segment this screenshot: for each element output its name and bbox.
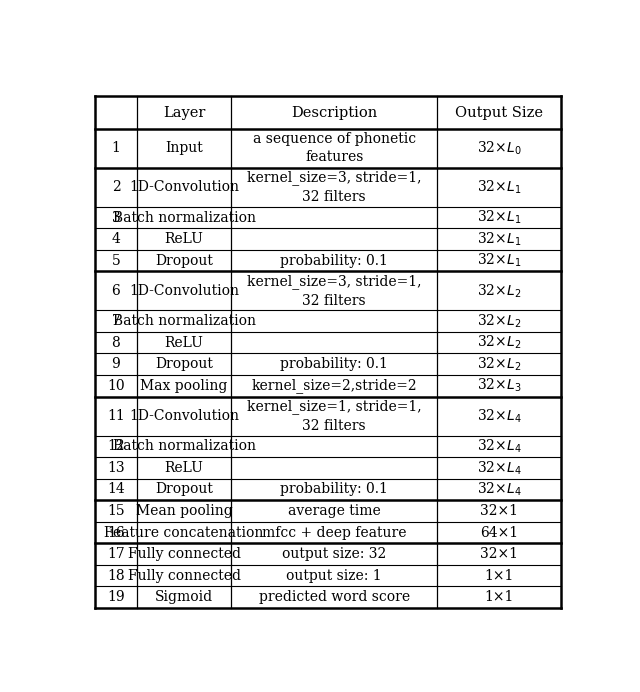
Text: Batch normalization: Batch normalization — [113, 439, 255, 453]
Text: 13: 13 — [107, 461, 125, 475]
Text: kernel_size=3, stride=1,
32 filters: kernel_size=3, stride=1, 32 filters — [247, 274, 422, 307]
Text: 32×1: 32×1 — [480, 547, 518, 561]
Text: Output Size: Output Size — [455, 105, 543, 120]
Text: 1×1: 1×1 — [484, 590, 514, 604]
Text: Dropout: Dropout — [156, 357, 213, 371]
Text: Fully connected: Fully connected — [127, 547, 241, 561]
Text: 7: 7 — [111, 314, 120, 328]
Text: 32×1: 32×1 — [480, 504, 518, 518]
Text: 12: 12 — [107, 439, 125, 453]
Text: 32×$\mathit{L}_1$: 32×$\mathit{L}_1$ — [477, 179, 521, 196]
Text: 32×$\mathit{L}_4$: 32×$\mathit{L}_4$ — [477, 459, 522, 477]
Text: a sequence of phonetic
features: a sequence of phonetic features — [253, 132, 416, 165]
Text: kernel_size=1, stride=1,
32 filters: kernel_size=1, stride=1, 32 filters — [247, 399, 422, 432]
Text: Fully connected: Fully connected — [127, 569, 241, 583]
Text: 19: 19 — [107, 590, 125, 604]
Text: 6: 6 — [111, 284, 120, 298]
Text: 32×$\mathit{L}_2$: 32×$\mathit{L}_2$ — [477, 334, 521, 352]
Text: 1D-Convolution: 1D-Convolution — [129, 409, 239, 423]
Text: Input: Input — [165, 141, 203, 155]
Text: ReLU: ReLU — [164, 232, 204, 246]
Text: 1×1: 1×1 — [484, 569, 514, 583]
Text: predicted word score: predicted word score — [259, 590, 410, 604]
Text: kernel_size=3, stride=1,
32 filters: kernel_size=3, stride=1, 32 filters — [247, 171, 422, 204]
Text: 10: 10 — [107, 379, 125, 393]
Text: Dropout: Dropout — [156, 482, 213, 496]
Text: 15: 15 — [107, 504, 125, 518]
Text: 16: 16 — [107, 525, 125, 540]
Text: 18: 18 — [107, 569, 125, 583]
Text: probability: 0.1: probability: 0.1 — [280, 253, 388, 268]
Text: Max pooling: Max pooling — [140, 379, 228, 393]
Text: Description: Description — [291, 105, 378, 120]
Text: probability: 0.1: probability: 0.1 — [280, 482, 388, 496]
Text: 1D-Convolution: 1D-Convolution — [129, 284, 239, 298]
Text: 1: 1 — [111, 141, 120, 155]
Text: Mean pooling: Mean pooling — [136, 504, 232, 518]
Text: 32×$\mathit{L}_2$: 32×$\mathit{L}_2$ — [477, 313, 521, 330]
Text: 64×1: 64×1 — [480, 525, 518, 540]
Text: 32×$\mathit{L}_3$: 32×$\mathit{L}_3$ — [477, 377, 522, 394]
Text: mfcc + deep feature: mfcc + deep feature — [262, 525, 406, 540]
Text: Batch normalization: Batch normalization — [113, 210, 255, 224]
Text: output size: 1: output size: 1 — [286, 569, 382, 583]
Text: ReLU: ReLU — [164, 461, 204, 475]
Text: 14: 14 — [107, 482, 125, 496]
Text: Dropout: Dropout — [156, 253, 213, 268]
Text: 8: 8 — [111, 336, 120, 349]
Text: 5: 5 — [111, 253, 120, 268]
Text: 17: 17 — [107, 547, 125, 561]
Text: 9: 9 — [111, 357, 120, 371]
Text: 11: 11 — [107, 409, 125, 423]
Text: 32×$\mathit{L}_1$: 32×$\mathit{L}_1$ — [477, 252, 521, 269]
Text: 3: 3 — [111, 210, 120, 224]
Text: 4: 4 — [111, 232, 120, 246]
Text: output size: 32: output size: 32 — [282, 547, 387, 561]
Text: 32×$\mathit{L}_4$: 32×$\mathit{L}_4$ — [477, 437, 522, 455]
Text: Feature concatenation: Feature concatenation — [104, 525, 264, 540]
Text: 32×$\mathit{L}_0$: 32×$\mathit{L}_0$ — [477, 140, 522, 157]
Text: 32×$\mathit{L}_4$: 32×$\mathit{L}_4$ — [477, 481, 522, 498]
Text: 32×$\mathit{L}_1$: 32×$\mathit{L}_1$ — [477, 209, 521, 226]
Text: 1D-Convolution: 1D-Convolution — [129, 180, 239, 194]
Text: ReLU: ReLU — [164, 336, 204, 349]
Text: 32×$\mathit{L}_2$: 32×$\mathit{L}_2$ — [477, 282, 521, 300]
Text: probability: 0.1: probability: 0.1 — [280, 357, 388, 371]
Text: 32×$\mathit{L}_4$: 32×$\mathit{L}_4$ — [477, 408, 522, 425]
Text: Batch normalization: Batch normalization — [113, 314, 255, 328]
Text: 32×$\mathit{L}_2$: 32×$\mathit{L}_2$ — [477, 356, 521, 373]
Text: kernel_size=2,stride=2: kernel_size=2,stride=2 — [252, 379, 417, 393]
Text: 32×$\mathit{L}_1$: 32×$\mathit{L}_1$ — [477, 230, 521, 248]
Text: average time: average time — [288, 504, 381, 518]
Text: 2: 2 — [111, 180, 120, 194]
Text: Layer: Layer — [163, 105, 205, 120]
Text: Sigmoid: Sigmoid — [155, 590, 213, 604]
